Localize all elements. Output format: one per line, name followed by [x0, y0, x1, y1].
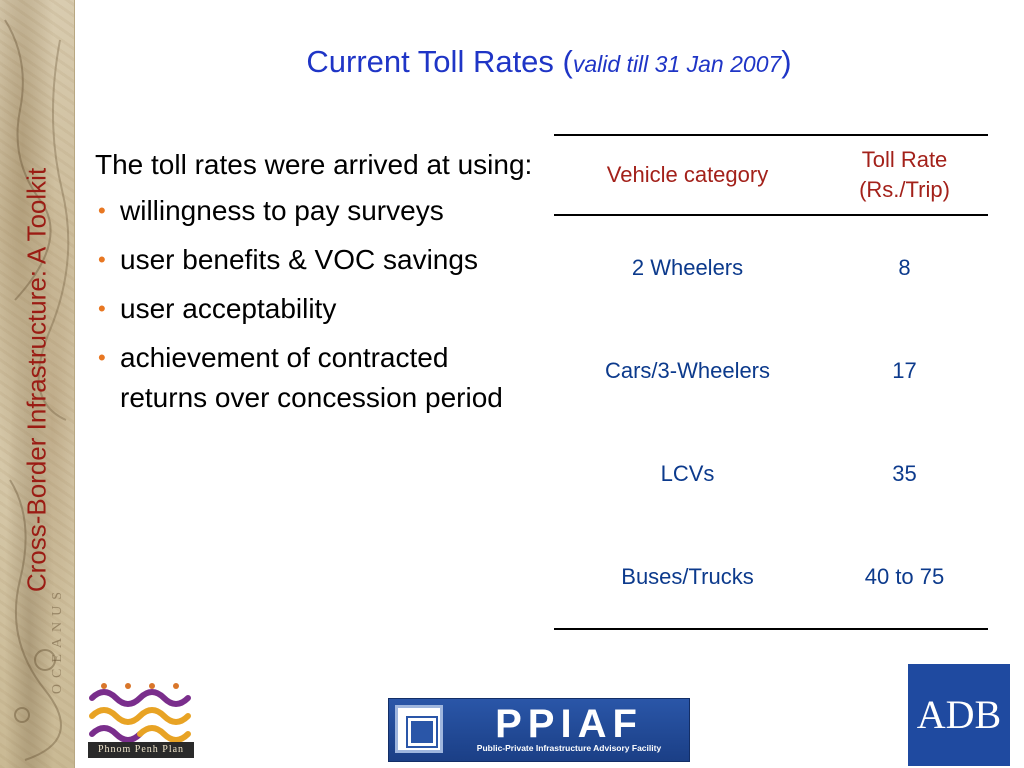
cell-rate: 35 — [892, 460, 917, 486]
body-text: The toll rates were arrived at using: • w… — [95, 145, 540, 427]
bullet-list: • willingness to pay surveys • user benefi… — [95, 191, 540, 418]
phnom-penh-plan-logo — [89, 683, 191, 743]
ppiaf-logo: PPIAF Public-Private Infrastructure Advi… — [388, 698, 690, 762]
table-row: Buses/Trucks 40 to 75 — [554, 525, 988, 629]
bullet-item: • willingness to pay surveys — [95, 191, 540, 231]
phnom-penh-plan-label: Phnom Penh Plan — [88, 742, 194, 758]
toll-rate-table: Vehicle category Toll Rate (Rs./Trip) 2 … — [554, 134, 988, 630]
cell-rate: 40 to 75 — [864, 563, 945, 589]
bullet-item: • user acceptability — [95, 289, 540, 329]
title-main: Current Toll Rates ( — [306, 44, 573, 79]
bullet-item: • user benefits & VOC savings — [95, 240, 540, 280]
bullet-item: • achievement of contracted returns over … — [95, 338, 540, 418]
bullet-text: willingness to pay surveys — [120, 195, 444, 226]
ppiaf-subtitle: Public-Private Infrastructure Advisory F… — [476, 743, 662, 753]
cell-rate: 8 — [898, 254, 911, 280]
header-toll-rate: Toll Rate (Rs./Trip) — [859, 147, 950, 202]
bullet-icon: • — [98, 345, 106, 370]
bullet-text: user benefits & VOC savings — [120, 244, 478, 275]
map-sketch-image — [4, 19, 70, 761]
slide-title: Current Toll Rates (valid till 31 Jan 20… — [74, 44, 1024, 80]
cell-rate: 17 — [892, 357, 917, 383]
bullet-icon: • — [98, 247, 106, 272]
bullet-icon: • — [98, 198, 106, 223]
table-row: LCVs 35 — [554, 422, 988, 525]
cell-category: Cars/3-Wheelers — [604, 357, 771, 383]
map-faint-text: OCEANUS — [50, 585, 65, 695]
ppiaf-name: PPIAF — [495, 702, 643, 746]
ppiaf-square-icon — [395, 705, 443, 753]
bullet-text: user acceptability — [120, 293, 337, 324]
decorative-map-strip: OCEANUS Cross-Border Infrastructure: A T… — [0, 0, 75, 768]
title-close: ) — [781, 44, 792, 79]
adb-logo: ADB — [908, 664, 1010, 766]
table-header-row: Vehicle category Toll Rate (Rs./Trip) — [554, 135, 988, 215]
bullet-icon: • — [98, 296, 106, 321]
cell-category: 2 Wheelers — [631, 254, 744, 280]
header-vehicle-category: Vehicle category — [606, 162, 769, 187]
lead-paragraph: The toll rates were arrived at using: — [95, 149, 533, 180]
table-row: Cars/3-Wheelers 17 — [554, 319, 988, 422]
bullet-text: achievement of contracted returns over c… — [120, 342, 503, 413]
title-date: valid till 31 Jan 2007 — [572, 51, 782, 77]
toolkit-title: Cross-Border Infrastructure: A Toolkit — [21, 167, 52, 593]
table-row: 2 Wheelers 8 — [554, 215, 988, 319]
cell-category: Buses/Trucks — [621, 563, 754, 589]
cell-category: LCVs — [660, 460, 715, 486]
